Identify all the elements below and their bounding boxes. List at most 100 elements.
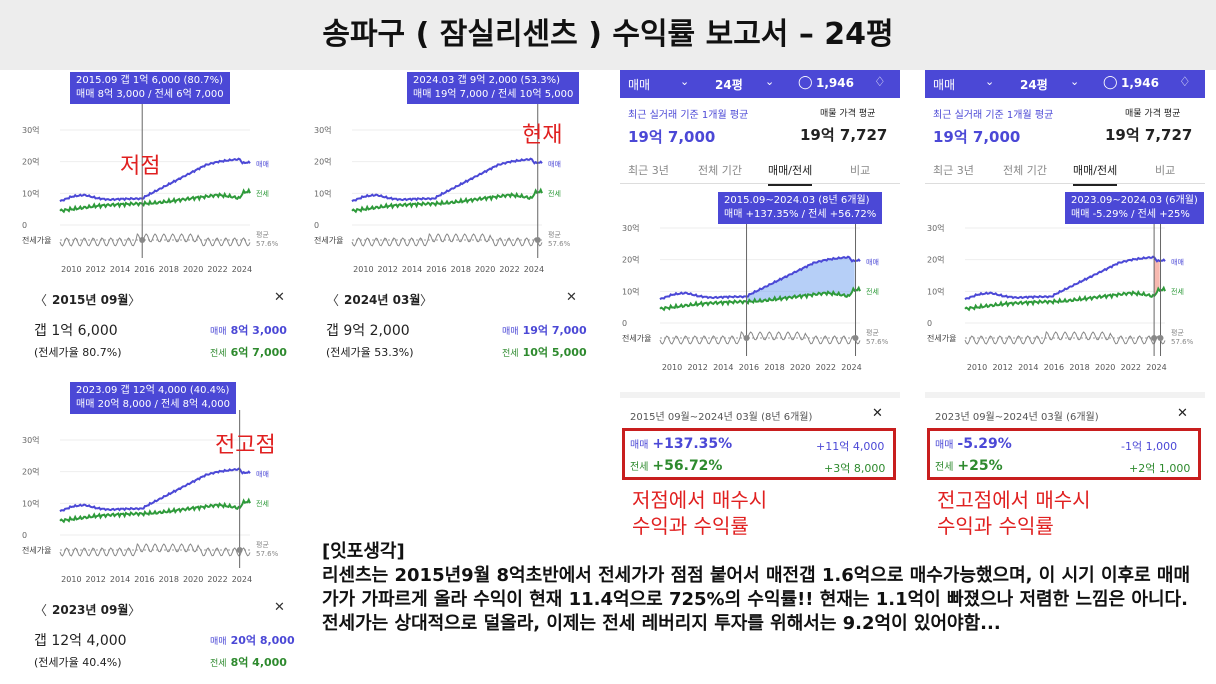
tab-item[interactable]: 매매/전세 [768,162,813,186]
chevron-down-icon[interactable]: ⌄ [1070,75,1080,88]
rate-label: 전세가율 [22,545,51,555]
chevron-down-icon[interactable]: ⌄ [765,75,775,88]
bell-icon[interactable]: ♢ [1179,75,1191,90]
chart-tooltip: 2015.09 갭 1억 6,000 (80.7%) 매매 8억 3,000 / … [70,72,230,104]
avg-value: 57.6% [866,338,889,346]
x-tick-label: 2016 [134,575,154,584]
app-panel: 매매 ⌄ 24평 ⌄ ◯ 1,946 ♢ 최근 실거래 기준 1개월 평균 19억 7,000 매… [925,70,1205,540]
tab-item[interactable]: 전체 기간 [698,164,742,177]
chart-tooltip: 2024.03 갭 9억 2,000 (53.3%) 매매 19억 7,000 /… [407,72,580,104]
tooltip-line: 매매 8억 3,000 / 전세 6억 7,000 [76,89,224,100]
size-select[interactable]: 24평 [1020,78,1048,92]
lease-series-label: 전세 [866,287,879,296]
x-tick-label: 2014 [713,363,733,372]
ask-label: 매물 가격 평균 [1125,109,1181,119]
lease-value: 10억 5,000 [522,346,587,359]
date-label: 2015년 09월 [52,293,129,307]
avg-label: 평균 [1171,328,1184,337]
size-select[interactable]: 24평 [715,78,743,92]
trade-series-line [659,255,861,301]
close-icon[interactable]: ✕ [566,290,577,305]
close-icon[interactable]: ✕ [274,290,285,305]
gap-value: 갭 9억 2,000 [326,323,410,339]
avg-value: 57.6% [256,550,279,558]
close-icon[interactable]: ✕ [872,406,883,421]
tooltip-line: 매매 19억 7,000 / 전세 10억 5,000 [413,89,574,100]
lease-series-line [59,187,251,214]
tab-bar: 최근 3년 전체 기간 매매/전세 비교 [925,158,1205,186]
trade-label: 매매 [210,637,227,647]
rate-value: (전세가율 40.4%) [34,656,122,669]
tab-item[interactable]: 전체 기간 [1003,164,1047,177]
y-tick-label: 20억 [314,157,332,167]
comment-icon[interactable]: ◯ [798,75,813,90]
x-tick-label: 2012 [992,363,1012,372]
chevron-down-icon[interactable]: ⌄ [680,75,690,88]
lease-change-row: 전세 +25% [935,458,1003,474]
trade-label: 매매 [935,440,954,451]
x-tick-label: 2018 [1069,363,1089,372]
range-label: 2023년 09월~2024년 03월 (6개월) [935,412,1099,423]
x-tick-label: 2022 [499,265,519,274]
y-tick-label: 0 [22,221,27,230]
lease-series-label: 전세 [256,189,269,198]
rate-label: 전세가율 [314,235,343,245]
x-tick-label: 2016 [1044,363,1064,372]
tab-item[interactable]: 매매/전세 [1073,162,1118,186]
avg-label: 평균 [256,230,269,239]
cursor-dot [1157,335,1164,341]
rate-series-line [59,542,251,557]
x-tick-label: 2024 [1146,363,1166,372]
divider [925,392,1205,398]
y-tick-label: 0 [622,319,627,328]
x-tick-label: 2020 [1095,363,1115,372]
y-tick-label: 30억 [927,223,945,233]
lease-value: 6억 7,000 [230,346,287,359]
lease-series-line [659,285,861,312]
prev-date-button[interactable]: 〈 [34,294,48,309]
next-date-button[interactable]: 〉 [128,294,142,309]
x-tick-label: 2016 [739,363,759,372]
tooltip-line: 매매 +137.35% / 전세 +56.72% [724,209,877,220]
x-tick-label: 2020 [183,575,203,584]
notes: [잇포생각] 리센츠는 2015년9월 8억초반에서 전세가가 점점 붙어서 매… [322,540,1202,636]
highlight-box [927,428,1201,480]
lease-amount: +3억 8,000 [824,462,886,475]
type-select[interactable]: 매매 [628,78,651,92]
prev-date-button[interactable]: 〈 [326,294,340,309]
chevron-down-icon[interactable]: ⌄ [985,75,995,88]
comment-icon[interactable]: ◯ [1103,75,1118,90]
tab-item[interactable]: 최근 3년 [628,164,669,177]
y-tick-label: 20억 [927,255,945,265]
tab-item[interactable]: 비교 [1155,164,1176,177]
trade-label: 매매 [502,327,519,337]
close-icon[interactable]: ✕ [274,600,285,615]
y-tick-label: 10억 [622,286,640,296]
trade-pct: -5.29% [957,436,1012,452]
lease-pct: +25% [957,458,1003,474]
next-date-button[interactable]: 〉 [420,294,434,309]
tab-item[interactable]: 최근 3년 [933,164,974,177]
tab-item[interactable]: 비교 [850,164,871,177]
y-tick-label: 30억 [22,125,40,135]
trade-value: 8억 3,000 [230,324,287,337]
y-tick-label: 30억 [314,125,332,135]
bell-icon[interactable]: ♢ [874,75,886,90]
x-tick-label: 2020 [183,265,203,274]
x-tick-label: 2024 [524,265,544,274]
highlight-box [622,428,896,480]
x-tick-label: 2024 [232,575,252,584]
range-label: 2015년 09월~2024년 03월 (8년 6개월) [630,412,813,423]
close-icon[interactable]: ✕ [1177,406,1188,421]
type-select[interactable]: 매매 [933,78,956,92]
tooltip-line: 2023.09~2024.03 (6개월) [1071,195,1198,206]
prev-date-button[interactable]: 〈 [34,604,48,619]
caption-line: 저점에서 매수시 [632,488,768,512]
rate-series-line [351,232,543,247]
lease-change-row: 전세 +56.72% [630,458,722,474]
trade-pct: +137.35% [652,436,733,452]
x-tick-label: 2022 [1121,363,1141,372]
next-date-button[interactable]: 〉 [128,604,142,619]
